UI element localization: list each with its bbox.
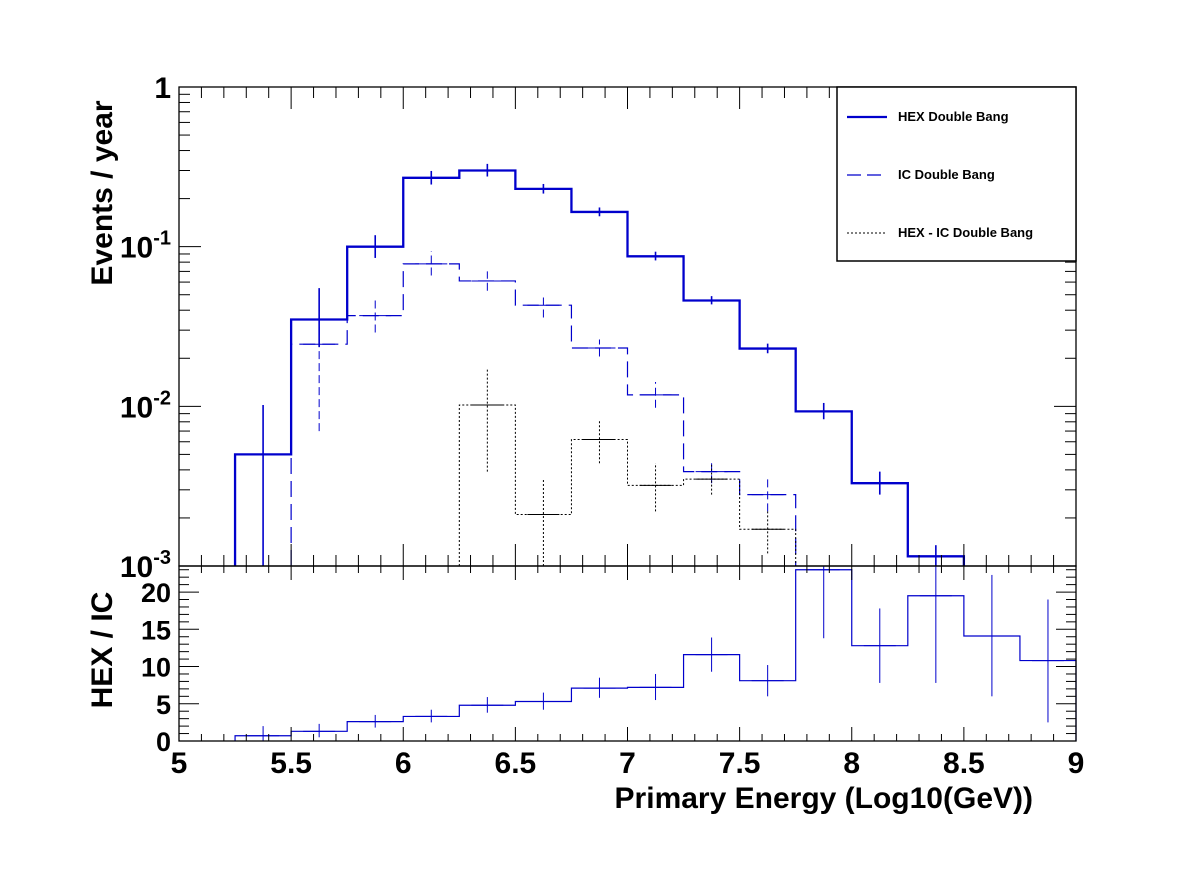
legend-box: [836, 86, 1077, 262]
x-tick-label: 8.5: [943, 747, 985, 780]
x-tick-label: 6: [395, 747, 412, 780]
bottom-y-tick-label: 5: [156, 690, 171, 720]
top-y-axis-label: Events / year: [86, 100, 119, 285]
x-tick-labels: 5 5.5 6 6.5 7 7.5 8 8.5 9: [171, 747, 1085, 780]
top-y-tick-label: 10-3: [120, 547, 171, 584]
top-y-tick-label: 10-1: [120, 228, 171, 265]
x-tick-label: 7: [619, 747, 636, 780]
top-panel: 1 10-1 10-2 10-3 Events / year HEX Double B…: [86, 72, 1077, 584]
x-tick-label: 8: [843, 747, 860, 780]
bottom-y-axis-label: HEX / IC: [86, 592, 119, 709]
x-tick-label: 5.5: [270, 747, 312, 780]
bottom-y-tick-label: 15: [141, 615, 171, 645]
legend: HEX Double Bang IC Double Bang HEX - IC …: [836, 86, 1077, 262]
bottom-series-group: [234, 566, 1077, 741]
top-y-tick-labels: 1 10-1 10-2 10-3: [120, 72, 171, 584]
bottom-y-tick-label: 0: [156, 727, 171, 757]
top-series-0: [233, 163, 966, 566]
x-axis-label: Primary Energy (Log10(GeV)): [615, 782, 1033, 815]
bottom-y-tick-label: 10: [141, 653, 171, 683]
top-y-tick-label: 1: [154, 72, 171, 105]
top-histogram-line-1: [290, 263, 797, 566]
x-tick-label: 5: [171, 747, 188, 780]
bottom-axis-ticks: [178, 566, 1077, 742]
bottom-y-tick-label: 20: [141, 578, 171, 608]
top-histogram-line-2: [458, 404, 797, 566]
bottom-y-tick-labels: 0 5 10 15 20: [141, 578, 171, 757]
top-series-1: [290, 250, 797, 566]
x-tick-label: 7.5: [719, 747, 761, 780]
legend-label-hex-minus-ic: HEX - IC Double Bang: [898, 225, 1033, 240]
bottom-series-0: [234, 566, 1077, 741]
legend-label-ic: IC Double Bang: [898, 167, 995, 182]
top-series-group: [233, 163, 966, 566]
top-series-2: [458, 368, 797, 566]
top-y-tick-label: 10-2: [120, 387, 171, 424]
x-tick-label: 9: [1068, 747, 1085, 780]
x-tick-label: 6.5: [495, 747, 537, 780]
legend-label-hex: HEX Double Bang: [898, 109, 1009, 124]
